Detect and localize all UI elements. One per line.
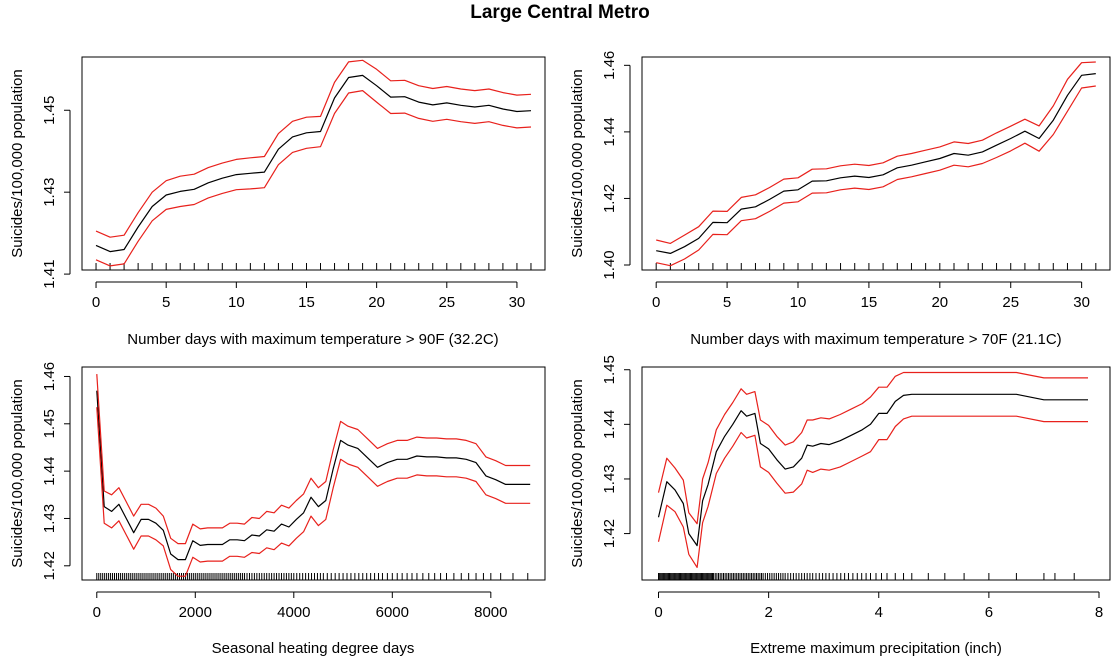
- x-tick-label: 8: [1095, 604, 1103, 621]
- y-tick-label: 1.45: [601, 355, 618, 384]
- x-tick-label: 6: [985, 604, 993, 621]
- plot-frame: [641, 56, 1111, 271]
- series-line-upper: [656, 61, 1096, 244]
- x-tick-label: 6000: [376, 604, 409, 621]
- y-tick-label: 1.44: [601, 410, 618, 439]
- x-tick-label: 0: [93, 604, 101, 621]
- x-axis-title: Seasonal heating degree days: [212, 640, 415, 657]
- chart-panel-3: 0 2000 4000 6000 8000 1.42 1.43 1.44 1.45 1.46 Sea…: [9, 362, 546, 657]
- series-line-lower: [95, 89, 532, 267]
- y-axis-title: Suicides/100,000 population: [9, 69, 26, 257]
- y-axis-title: Suicides/100,000 population: [569, 69, 586, 257]
- y-tick-label: 1.43: [41, 504, 58, 533]
- chart-panel-2: 0 5 10 15 20 25 30 1.40 1.42 1.44 1.46 Number days …: [569, 51, 1111, 348]
- x-tick-label: 20: [368, 294, 385, 311]
- series-line-upper: [96, 374, 531, 545]
- y-tick-label: 1.40: [601, 250, 618, 279]
- x-tick-label: 8000: [474, 604, 507, 621]
- x-tick-label: 15: [298, 294, 315, 311]
- series-line-mean: [95, 74, 532, 253]
- rug-marks: [658, 573, 1075, 580]
- x-tick-label: 0: [92, 294, 100, 311]
- chart-panel-1: 0 5 10 15 20 25 30 1.41 1.43 1.45 Number days with…: [9, 56, 546, 348]
- x-tick-label: 25: [438, 294, 455, 311]
- series-line-lower: [657, 415, 1088, 569]
- series-line-mean: [657, 393, 1088, 547]
- x-tick-label: 0: [652, 294, 660, 311]
- x-tick-label: 10: [228, 294, 245, 311]
- x-tick-label: 15: [861, 294, 878, 311]
- x-tick-label: 10: [790, 294, 807, 311]
- rug-marks: [655, 263, 1097, 270]
- series-line-mean: [96, 390, 531, 561]
- y-axis-title: Suicides/100,000 population: [9, 379, 26, 567]
- x-tick-label: 4: [875, 604, 883, 621]
- y-tick-label: 1.42: [601, 184, 618, 213]
- series-line-lower: [656, 85, 1096, 267]
- main-title: Large Central Metro: [470, 2, 650, 23]
- x-tick-label: 5: [162, 294, 170, 311]
- series-line-upper: [657, 371, 1088, 525]
- y-axis-title: Suicides/100,000 population: [569, 379, 586, 567]
- y-tick-label: 1.43: [601, 464, 618, 493]
- y-tick-label: 1.44: [41, 457, 58, 486]
- y-tick-label: 1.46: [41, 362, 58, 391]
- x-tick-label: 30: [509, 294, 526, 311]
- y-tick-label: 1.45: [41, 409, 58, 438]
- x-tick-label: 25: [1002, 294, 1019, 311]
- x-tick-label: 5: [723, 294, 731, 311]
- y-tick-label: 1.46: [601, 51, 618, 80]
- x-axis-title: Extreme maximum precipitation (inch): [750, 640, 1002, 657]
- series-line-lower: [96, 407, 531, 577]
- y-tick-label: 1.45: [41, 96, 58, 125]
- plot-frame: [81, 366, 546, 581]
- rug-marks: [96, 573, 529, 580]
- series-line-mean: [656, 73, 1096, 254]
- y-tick-label: 1.41: [41, 259, 58, 288]
- x-axis-title: Number days with maximum temperature > 9…: [127, 331, 498, 348]
- y-tick-label: 1.43: [41, 178, 58, 207]
- y-tick-label: 1.42: [41, 551, 58, 580]
- rug-marks: [95, 263, 532, 270]
- series-line-upper: [95, 59, 532, 238]
- x-tick-label: 2: [764, 604, 772, 621]
- y-tick-label: 1.42: [601, 519, 618, 548]
- x-tick-label: 0: [654, 604, 662, 621]
- x-tick-label: 30: [1073, 294, 1090, 311]
- x-axis-title: Number days with maximum temperature > 7…: [690, 331, 1061, 348]
- y-tick-label: 1.44: [601, 117, 618, 146]
- x-tick-label: 20: [931, 294, 948, 311]
- chart-panel-4: 0 2 4 6 8 1.42 1.43 1.44 1.45 Extreme maximum pre…: [569, 355, 1111, 657]
- x-tick-label: 2000: [179, 604, 212, 621]
- x-tick-label: 4000: [277, 604, 310, 621]
- plot-frame: [81, 56, 546, 271]
